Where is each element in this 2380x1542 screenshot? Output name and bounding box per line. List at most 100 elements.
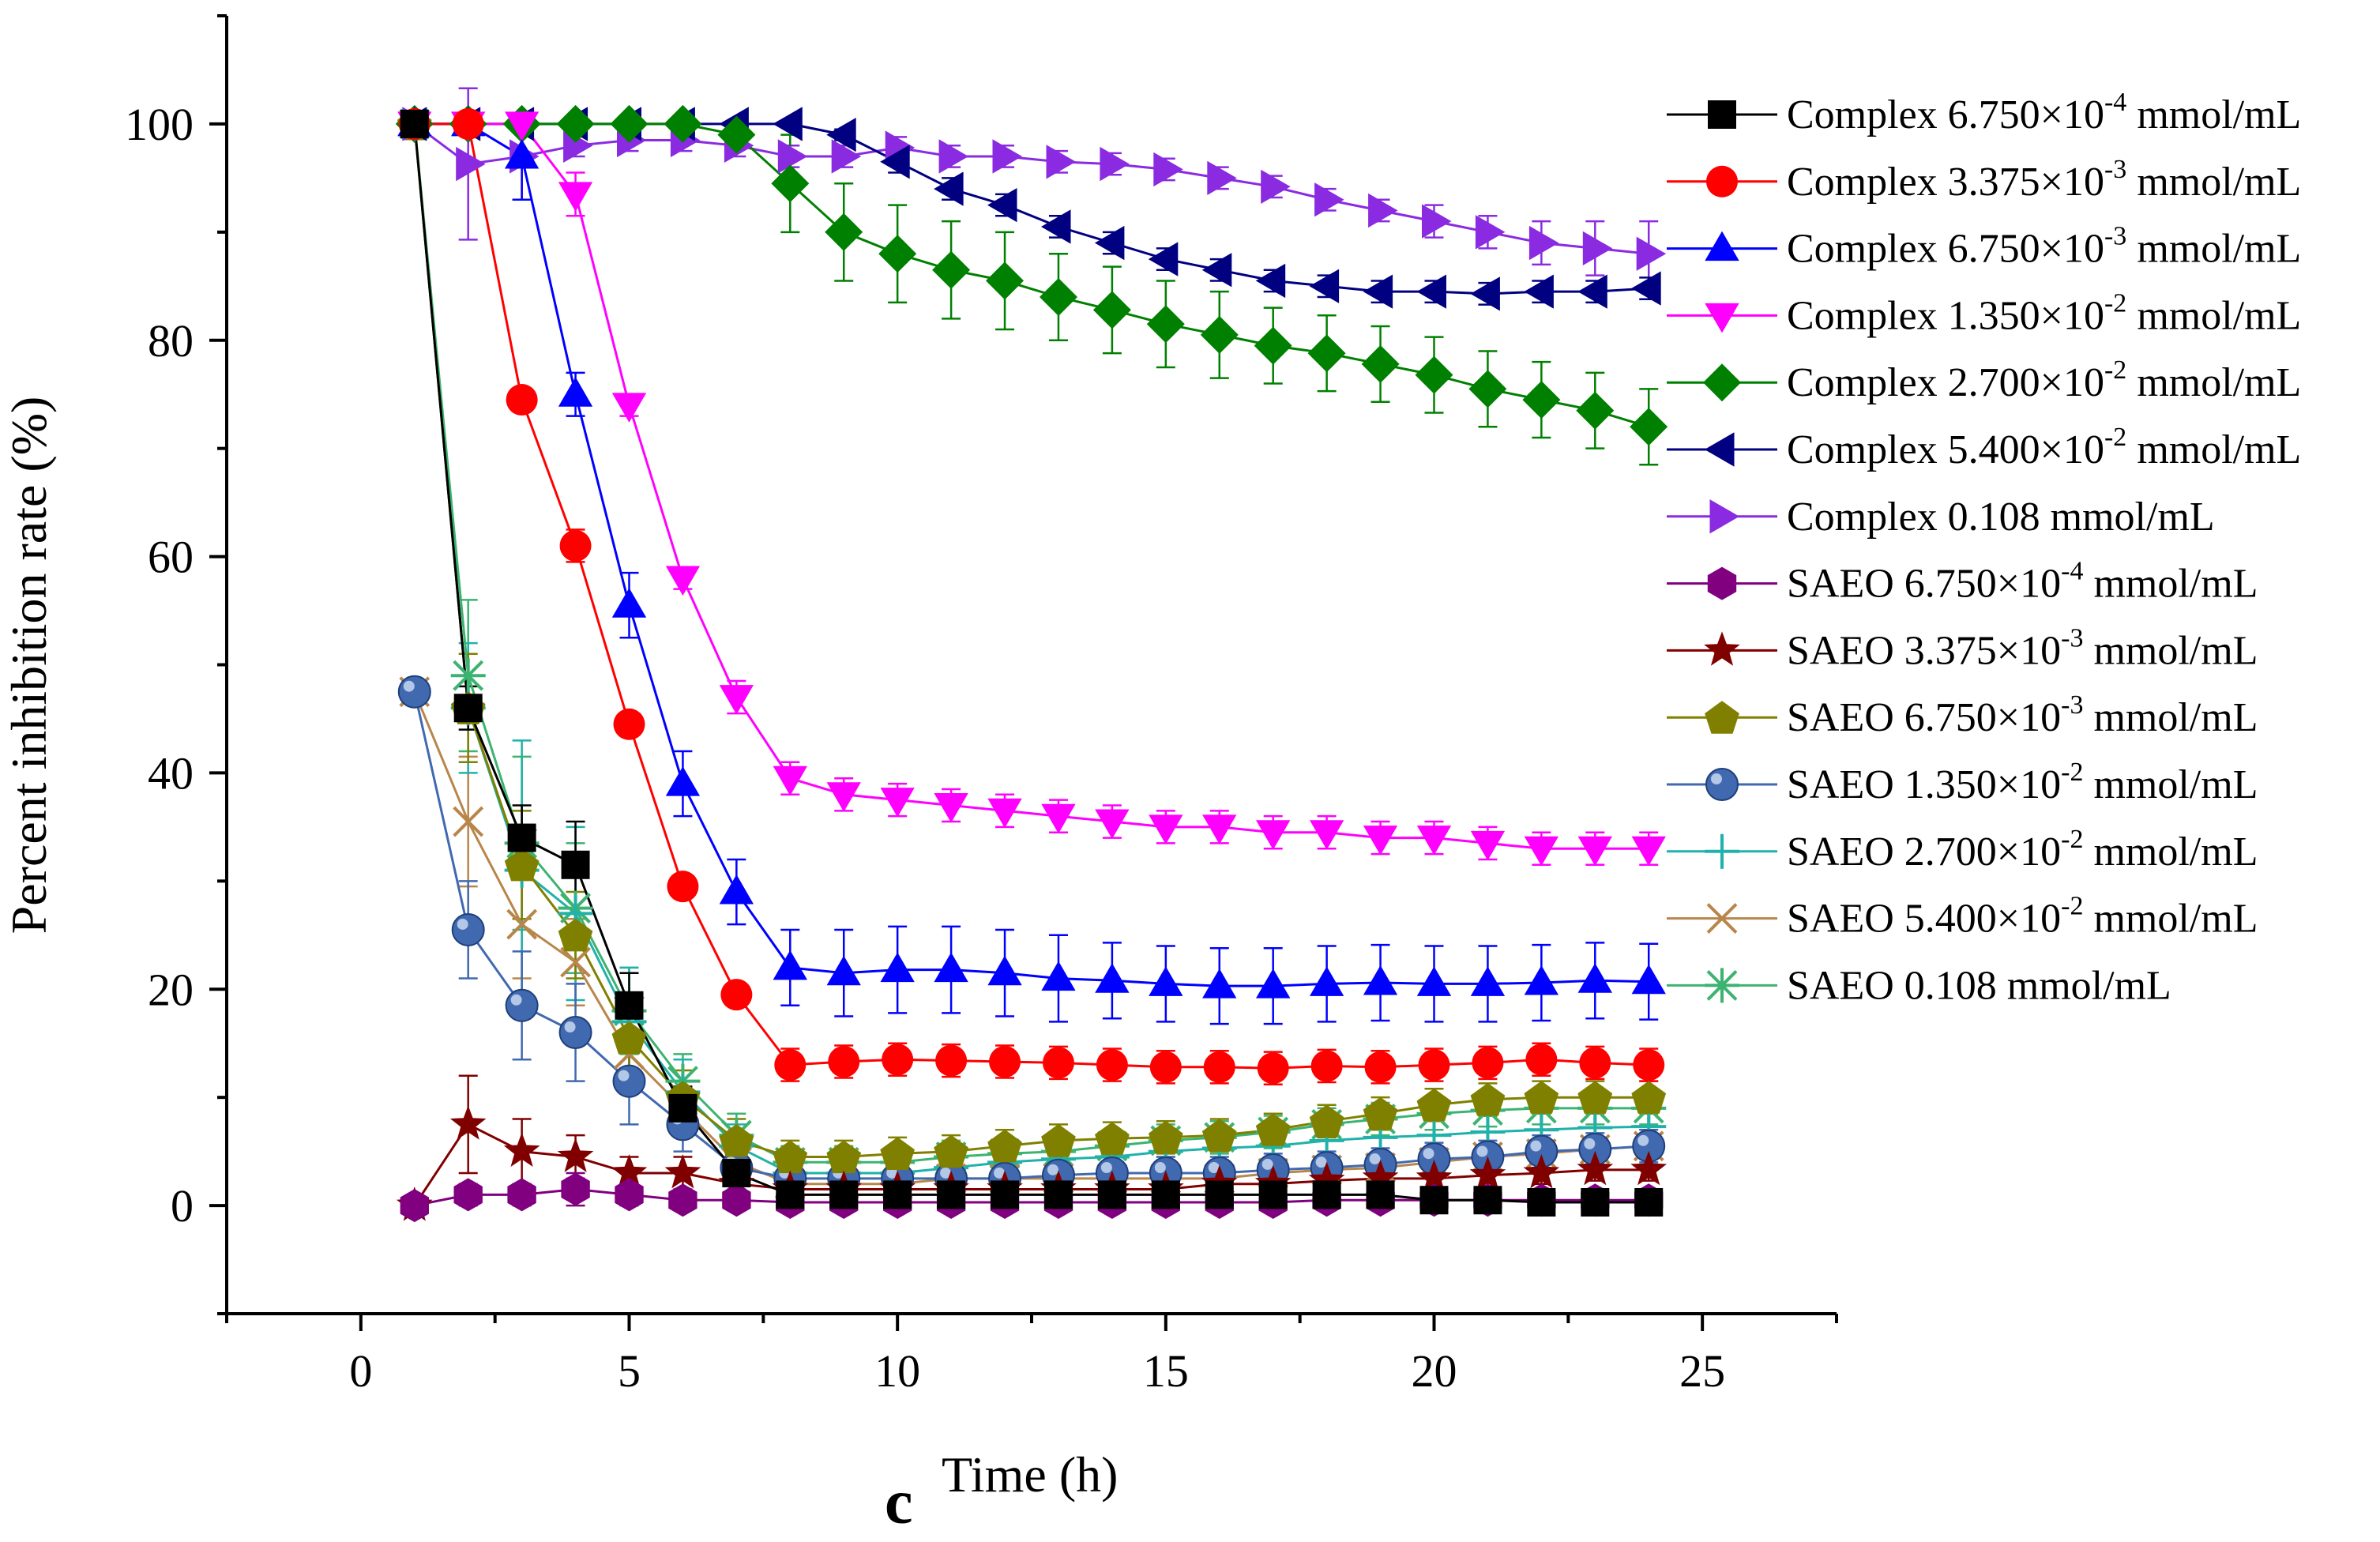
legend-label: SAEO 1.350×10-2 mmol/mL [1787,758,2258,807]
panel-label: c [885,1468,913,1537]
data-point [556,104,595,143]
data-point [1577,1081,1613,1114]
legend-label-unit: mmol/mL [2126,92,2301,137]
data-point [664,104,702,143]
data-point [934,793,968,823]
data-point [774,1049,806,1081]
legend-label-base: SAEO 5.400×10 [1787,897,2061,942]
data-point [1524,965,1558,995]
data-point [1309,269,1340,303]
data-point [1148,242,1179,276]
data-point [777,139,808,174]
data-point [1256,820,1291,850]
data-point [1524,1081,1559,1114]
data-point [991,1180,1020,1209]
data-point [1310,966,1344,996]
legend-marker [1705,768,1739,801]
legend-label-exponent: -3 [2061,690,2083,720]
legend-item: Complex 6.750×10-3 mmol/mL [1667,222,2301,272]
legend-label-unit: mmol/mL [2126,293,2301,338]
legend-label-base: SAEO 2.700×10 [1787,829,2061,874]
legend-item: Complex 3.375×10-3 mmol/mL [1667,155,2301,205]
data-point [664,1154,701,1189]
data-point [1577,274,1607,309]
series-line [413,123,1649,1164]
data-point [1581,1187,1610,1217]
data-point [1366,1180,1395,1209]
data-point [826,1140,862,1174]
data-point [506,908,538,940]
data-point [1577,1150,1614,1186]
series-lines [413,122,1649,1207]
legend-item: Complex 5.400×10-2 mmol/mL [1667,423,2301,472]
data-point [828,1045,860,1078]
legend-label-exponent: -3 [2104,222,2126,251]
legend-label: Complex 2.700×10-2 mmol/mL [1787,355,2301,405]
data-point [558,1016,592,1050]
data-point [1364,1051,1397,1083]
data-point [1468,370,1507,408]
data-point [986,261,1024,300]
legend-marker [1705,303,1739,333]
data-point [987,798,1022,829]
data-point [507,1178,536,1212]
data-point [1470,1082,1506,1116]
legend-label-base: Complex 6.750×10 [1787,227,2104,272]
legend-label-base: Complex 2.700×10 [1787,360,2104,405]
data-point [1205,1180,1234,1209]
data-point [1149,1051,1182,1083]
legend-label-unit: mmol/mL [2083,628,2258,673]
data-point [1200,315,1239,354]
legend: Complex 6.750×10-4 mmol/mL Complex 3.375×… [1667,88,2301,1008]
legend-label-base: SAEO 1.350×10 [1787,762,2061,807]
data-point [613,708,645,740]
data-point [1416,1088,1452,1122]
data-point [719,685,754,715]
data-point [558,377,593,407]
legend-item: SAEO 2.700×10-2 mmol/mL [1667,825,2258,874]
data-point [1258,1180,1288,1209]
data-point [1201,253,1232,288]
data-point [878,235,917,273]
data-point [934,171,964,206]
data-point [1203,1051,1235,1083]
series-line [413,691,1649,1180]
legend-label-base: Complex 6.750×10 [1787,92,2104,137]
data-point [611,393,647,423]
legend-label: Complex 6.750×10-4 mmol/mL [1787,88,2301,137]
data-point [1363,1096,1398,1130]
legend-label: Complex 3.375×10-3 mmol/mL [1787,155,2301,205]
data-point [987,1129,1022,1163]
x-tick-label: 0 [349,1345,372,1397]
data-point [826,118,856,152]
data-point [667,871,699,903]
legend-label-base: Complex 5.400×10 [1787,427,2104,472]
data-point [1415,355,1453,394]
data-point [1307,334,1346,373]
data-point [1153,152,1183,187]
legend-label: SAEO 6.750×10-4 mmol/mL [1787,557,2258,607]
legend-item: Complex 1.350×10-2 mmol/mL [1667,288,2301,338]
data-point [880,952,915,983]
data-point [880,1137,915,1170]
series-line [414,122,1649,987]
data-point [558,918,593,952]
data-point [615,991,644,1020]
data-point [1043,1180,1073,1209]
data-point [1630,408,1668,446]
y-tick-label: 0 [171,1180,194,1232]
data-point [831,139,862,174]
data-point [1582,231,1613,265]
data-point [1363,826,1398,856]
data-point [1151,1180,1180,1209]
data-point [719,874,754,905]
data-point [1416,274,1446,309]
series-line [413,122,1649,255]
data-point [561,1172,590,1206]
data-point [938,139,969,174]
data-point [1097,1180,1126,1209]
data-point [1146,305,1185,344]
legend-item: Complex 0.108 mmol/mL [1667,495,2215,540]
legend-label-unit: mmol/mL [2083,695,2258,740]
data-point [1419,1186,1449,1215]
